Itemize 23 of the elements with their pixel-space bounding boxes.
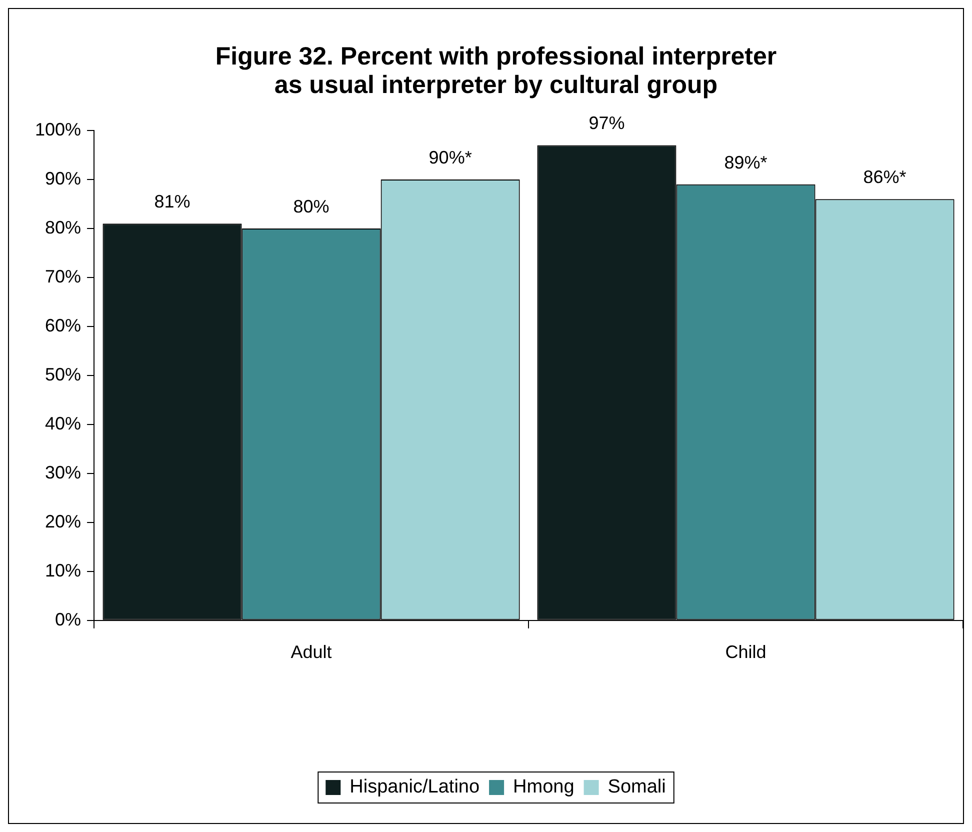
data-label: 90%*	[428, 147, 472, 168]
legend-label: Somali	[608, 776, 666, 798]
legend-label: Hmong	[513, 776, 574, 798]
legend-label: Hispanic/Latino	[350, 776, 480, 798]
x-tick-label: Child	[725, 642, 766, 662]
y-tick-label: 20%	[45, 511, 82, 532]
data-label: 80%	[293, 196, 330, 216]
x-tick-label: Adult	[290, 642, 332, 662]
data-label: 89%*	[724, 152, 768, 172]
y-tick-label: 60%	[45, 315, 82, 336]
chart-title: Figure 32. Percent with professional interpreter as usual interpreter by cultural group	[215, 42, 777, 100]
y-tick-label: 90%	[45, 168, 82, 188]
y-tick-label: 80%	[45, 217, 82, 238]
data-label: 86%*	[863, 167, 906, 188]
y-tick-label: 40%	[45, 413, 82, 434]
y-tick-label: 10%	[45, 560, 82, 580]
data-label: 81%	[154, 192, 190, 212]
y-tick-label: 100%	[34, 119, 82, 140]
y-tick-label: 50%	[45, 364, 82, 384]
y-tick-label: 0%	[55, 609, 82, 630]
y-tick-label: 30%	[45, 462, 82, 482]
data-label: 97%	[588, 113, 625, 134]
y-tick-label: 70%	[45, 266, 82, 286]
